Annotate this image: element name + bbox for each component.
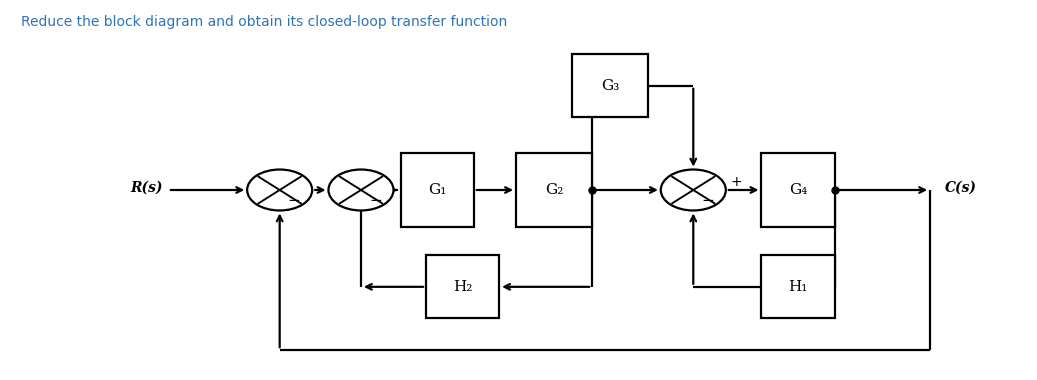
Ellipse shape xyxy=(329,169,393,211)
Bar xyxy=(426,255,499,318)
Bar xyxy=(516,153,592,227)
Bar xyxy=(571,54,648,117)
Text: C(s): C(s) xyxy=(946,181,977,195)
Text: −: − xyxy=(701,193,714,208)
Ellipse shape xyxy=(247,169,312,211)
Text: −: − xyxy=(369,193,382,208)
Bar xyxy=(761,255,835,318)
Text: R(s): R(s) xyxy=(131,181,163,195)
Text: G₃: G₃ xyxy=(600,79,619,93)
Ellipse shape xyxy=(661,169,726,211)
Text: +: + xyxy=(731,175,742,189)
Text: H₂: H₂ xyxy=(453,280,472,294)
Text: −: − xyxy=(288,193,301,208)
Text: G₂: G₂ xyxy=(544,183,563,197)
Text: H₁: H₁ xyxy=(788,280,808,294)
Text: Reduce the block diagram and obtain its closed-loop transfer function: Reduce the block diagram and obtain its … xyxy=(21,15,507,29)
Text: G₁: G₁ xyxy=(428,183,446,197)
Bar xyxy=(400,153,474,227)
Bar xyxy=(761,153,835,227)
Text: G₄: G₄ xyxy=(789,183,807,197)
